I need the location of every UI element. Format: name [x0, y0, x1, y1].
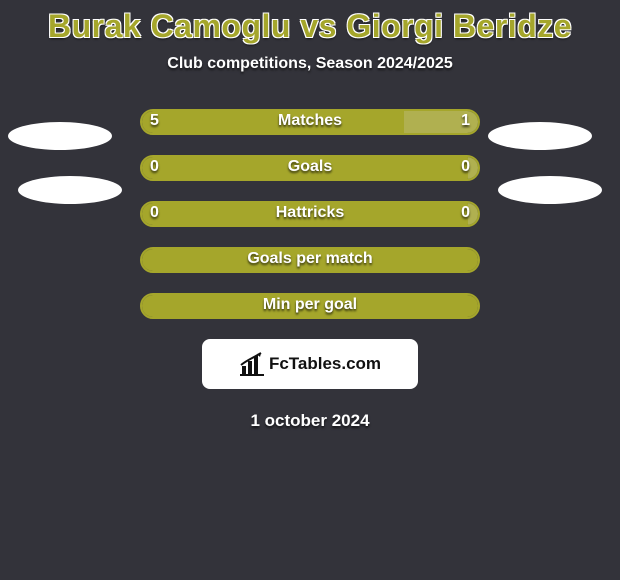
right-player-photo	[498, 176, 602, 204]
stat-row: Min per goal	[0, 293, 620, 319]
stat-label: Min per goal	[140, 293, 480, 319]
stat-label: Goals per match	[140, 247, 480, 273]
logo-text: FcTables.com	[269, 354, 381, 374]
left-player-photo	[8, 122, 112, 150]
page-title: Burak Camoglu vs Giorgi Beridze	[0, 0, 620, 45]
right-player-photo	[488, 122, 592, 150]
fctables-logo[interactable]: FcTables.com	[202, 339, 418, 389]
stat-label: Hattricks	[140, 201, 480, 227]
subtitle: Club competitions, Season 2024/2025	[0, 55, 620, 73]
stat-label: Matches	[140, 109, 480, 135]
date-label: 1 october 2024	[0, 411, 620, 431]
stat-row: 00Hattricks	[0, 201, 620, 227]
left-player-photo	[18, 176, 122, 204]
stat-label: Goals	[140, 155, 480, 181]
stat-row: Goals per match	[0, 247, 620, 273]
bar-chart-icon	[239, 352, 265, 376]
